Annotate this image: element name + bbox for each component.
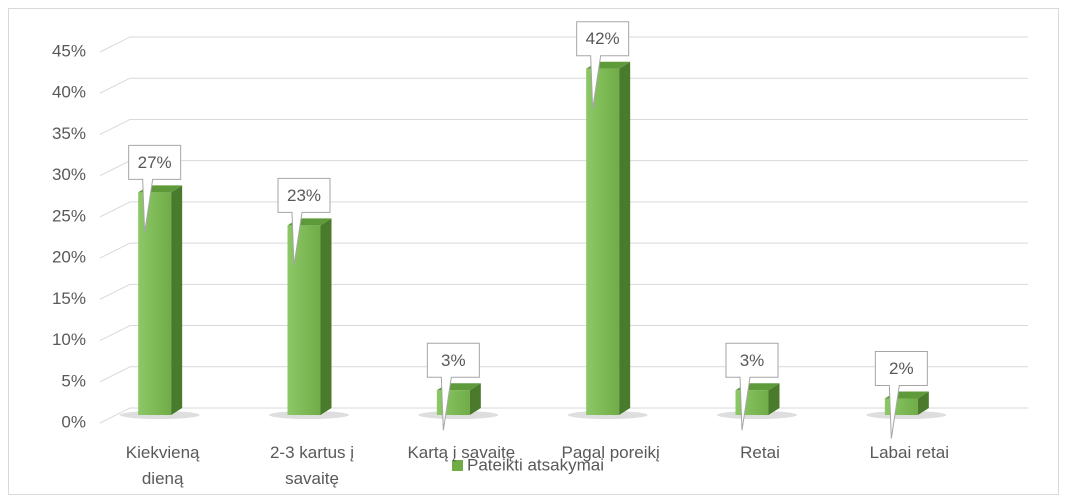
grid-line xyxy=(99,118,1028,135)
y-tick-label: 20% xyxy=(52,248,86,267)
data-label: 2% xyxy=(889,359,914,378)
legend-label: Pateikti atsakymai xyxy=(467,455,604,474)
data-label: 3% xyxy=(441,351,466,370)
data-label: 3% xyxy=(740,351,765,370)
data-label-box xyxy=(874,351,928,439)
y-tick-label: 35% xyxy=(52,124,86,143)
data-label-box xyxy=(725,342,779,431)
y-tick-label: 40% xyxy=(52,83,86,102)
data-label-box xyxy=(576,21,630,109)
data-label-box xyxy=(277,177,331,266)
x-tick-label: 2-3 kartus į savaitę xyxy=(269,443,355,488)
y-tick-label: 0% xyxy=(61,412,86,431)
grid-line xyxy=(99,283,1028,300)
x-tick-label: Kiekvieną dieną xyxy=(125,443,200,488)
y-tick-label: 15% xyxy=(52,289,86,308)
x-tick-label: Retai xyxy=(740,443,780,462)
bar-side xyxy=(171,185,183,415)
bar xyxy=(586,68,620,415)
data-label: 42% xyxy=(586,29,620,48)
grid-line xyxy=(99,36,1028,53)
grid-line xyxy=(99,325,1028,342)
bar xyxy=(138,192,172,415)
y-tick-label: 10% xyxy=(52,330,86,349)
x-tick-label: Labai retai xyxy=(869,443,950,462)
data-label: 23% xyxy=(287,186,321,205)
legend-swatch xyxy=(452,460,463,471)
x-tick-label: Kartą į savaitę xyxy=(407,443,516,462)
y-tick-label: 30% xyxy=(52,165,86,184)
bar-side xyxy=(469,383,481,415)
bar-side xyxy=(917,391,929,415)
grid-line xyxy=(99,407,1028,424)
data-label: 27% xyxy=(138,153,172,172)
data-label-box xyxy=(426,342,480,431)
y-tick-label: 25% xyxy=(52,206,86,225)
y-tick-label: 45% xyxy=(52,41,86,60)
bar-side xyxy=(619,61,631,415)
y-tick-label: 5% xyxy=(61,371,86,390)
x-tick-label: Pagal poreikį xyxy=(561,443,660,462)
data-label-box xyxy=(128,144,182,233)
bar xyxy=(287,225,321,415)
grid-line xyxy=(99,201,1028,218)
bar-side xyxy=(320,218,332,415)
grid-line xyxy=(99,242,1028,259)
grid-line xyxy=(99,77,1028,94)
bar-side xyxy=(768,383,780,415)
